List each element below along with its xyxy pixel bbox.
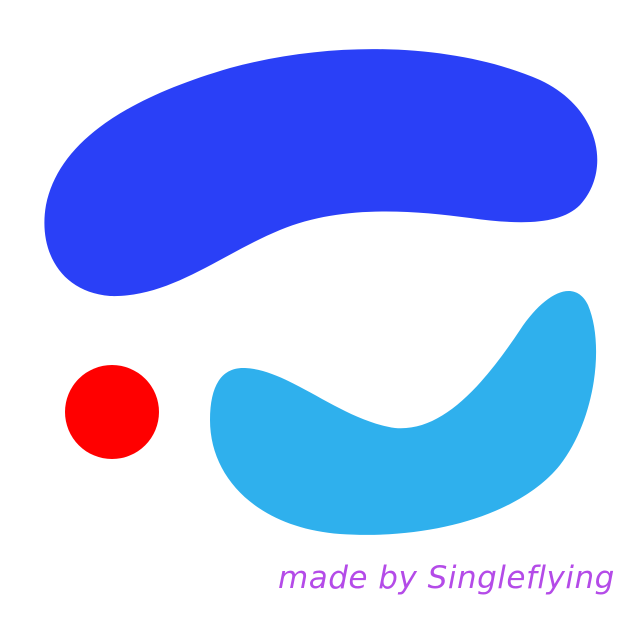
top-swoosh-shape [44,49,598,297]
bottom-swoosh-shape [210,290,597,535]
credit-text: made by Singleflying [278,560,615,596]
red-dot-shape [65,365,159,459]
